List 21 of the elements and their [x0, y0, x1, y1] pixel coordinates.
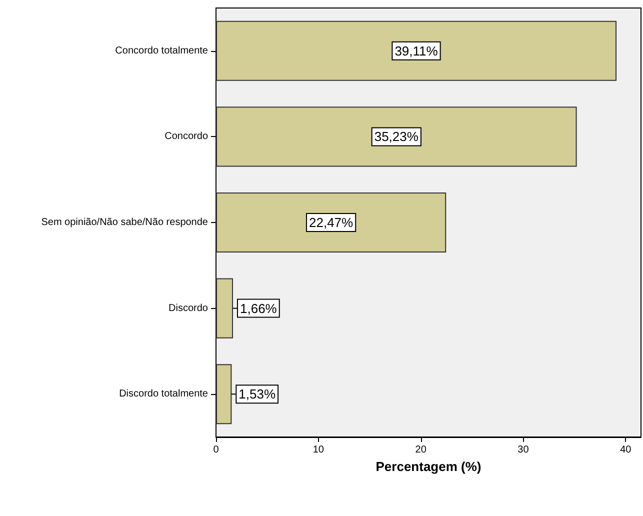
y-tick-label: Concordo	[164, 131, 208, 142]
x-tick-label: 30	[518, 444, 530, 456]
y-tick-label: Concordo totalmente	[115, 45, 208, 56]
y-tick-label: Discordo totalmente	[119, 388, 208, 400]
bar	[216, 192, 446, 253]
x-tick-label: 0	[213, 444, 220, 456]
data-label: 1,66%	[240, 300, 278, 316]
x-tick-label: 40	[620, 444, 632, 456]
x-tick-label: 10	[312, 444, 324, 456]
bar	[216, 278, 233, 338]
x-tick-label: 20	[415, 444, 427, 456]
data-label: 35,23%	[374, 129, 419, 144]
x-axis-title: Percentagem (%)	[376, 458, 482, 474]
y-tick-label: Discordo	[168, 302, 208, 314]
bar	[216, 106, 577, 167]
bar	[216, 364, 232, 424]
data-label: 22,47%	[309, 215, 354, 230]
y-tick-label: Sem opinião/Não sabe/Não responde	[41, 217, 208, 228]
data-label: 39,11%	[394, 43, 438, 58]
data-label: 1,53%	[238, 386, 276, 402]
bar	[216, 20, 617, 81]
